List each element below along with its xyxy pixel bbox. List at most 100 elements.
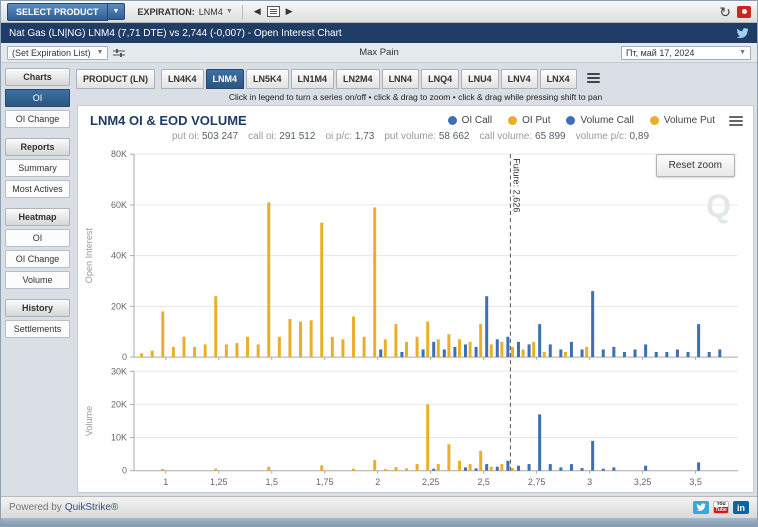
stat-value: 0,89 — [630, 131, 649, 142]
top-toolbar: SELECT PRODUCT ▼ EXPIRATION: LNM4 ▼ ◀ ▶ … — [1, 1, 757, 23]
legend-label: Volume Call — [580, 115, 633, 126]
sidebar-item-charts-oi-change[interactable]: OI Change — [5, 110, 70, 128]
svg-text:3,5: 3,5 — [689, 477, 701, 487]
sidebar-group-header-reports[interactable]: Reports — [5, 138, 70, 156]
legend-label: Volume Put — [664, 115, 715, 126]
sidebar-group-header-heatmap[interactable]: Heatmap — [5, 208, 70, 226]
tab-lnq4[interactable]: LNQ4 — [421, 69, 459, 89]
sidebar-item-charts-oi[interactable]: OI — [5, 89, 70, 107]
svg-text:10K: 10K — [111, 433, 127, 443]
youtube-icon[interactable]: YouTube — [713, 501, 729, 514]
date-select[interactable]: Пт, май 17, 2024 ▼ — [621, 46, 751, 60]
quikstrike-watermark: Q — [706, 188, 731, 225]
page-title: Nat Gas (LN|NG) LNM4 (7,71 DTE) vs 2,744… — [9, 28, 342, 39]
chart-context-menu-icon[interactable] — [729, 116, 743, 126]
quikstrike-link[interactable]: QuikStrike® — [65, 502, 119, 513]
svg-text:1,75: 1,75 — [316, 477, 333, 487]
chart-stats: put oi: 503 247call oi: 291 512oi p/c: 1… — [78, 128, 753, 142]
svg-text:Open Interest: Open Interest — [84, 228, 94, 284]
tab-lnn4[interactable]: LNN4 — [382, 69, 420, 89]
tab-lnx4[interactable]: LNX4 — [540, 69, 577, 89]
tab-ln1m4[interactable]: LN1M4 — [291, 69, 335, 89]
filter-settings-icon[interactable] — [113, 48, 125, 58]
svg-text:80K: 80K — [111, 149, 127, 159]
stat-value: 1,73 — [355, 131, 374, 142]
video-help-icon[interactable] — [737, 6, 751, 18]
svg-text:2,25: 2,25 — [422, 477, 439, 487]
stat-value: 58 662 — [439, 131, 470, 142]
svg-text:1,5: 1,5 — [266, 477, 278, 487]
svg-text:2: 2 — [375, 477, 380, 487]
legend-volume-put[interactable]: Volume Put — [650, 115, 715, 126]
title-bar: Nat Gas (LN|NG) LNM4 (7,71 DTE) vs 2,744… — [1, 23, 757, 43]
legend-dot-icon — [448, 116, 457, 125]
main-area: Charts OI OI Change Reports Summary Most Acti… — [1, 63, 757, 496]
legend-volume-call[interactable]: Volume Call — [566, 115, 633, 126]
svg-text:20K: 20K — [111, 399, 127, 409]
stat-label: call volume: — [479, 131, 535, 142]
chart-hint-text: Click in legend to turn a series on/off … — [74, 89, 757, 105]
chevron-down-icon: ▼ — [97, 49, 104, 56]
footer-social-icons: YouTube in — [693, 501, 749, 514]
chart-header: LNM4 OI & EOD VOLUME OI Call OI Put Volume… — [78, 106, 753, 128]
select-product-button[interactable]: SELECT PRODUCT — [7, 3, 108, 21]
svg-text:20K: 20K — [111, 301, 127, 311]
quikstrike-window: SELECT PRODUCT ▼ EXPIRATION: LNM4 ▼ ◀ ▶ … — [0, 0, 758, 527]
twitter-share-icon[interactable] — [736, 28, 749, 39]
sidebar-item-reports-summary[interactable]: Summary — [5, 159, 70, 177]
chevron-down-icon: ▼ — [226, 8, 233, 15]
expiration-list-select[interactable]: (Set Expiration List) ▼ — [7, 46, 108, 60]
oi-volume-chart[interactable]: 020K40K60K80KOpen Interest010K20K30KVolu… — [78, 142, 753, 492]
legend-dot-icon — [508, 116, 517, 125]
twitter-icon[interactable] — [693, 501, 709, 514]
max-pain-link[interactable]: Max Pain — [359, 47, 399, 58]
tab-lnv4[interactable]: LNV4 — [501, 69, 538, 89]
expiration-dropdown[interactable]: LNM4 ▼ — [199, 7, 233, 17]
tab-ln2m4[interactable]: LN2M4 — [336, 69, 380, 89]
sidebar-group-header-charts[interactable]: Charts — [5, 68, 70, 86]
svg-text:2,5: 2,5 — [477, 477, 489, 487]
prev-expiration-button[interactable]: ◀ — [252, 5, 263, 18]
contract-tabbar: PRODUCT (LN) LN4K4LNM4LN5K4LN1M4LN2M4LNN… — [74, 63, 757, 89]
svg-text:0: 0 — [122, 466, 127, 476]
legend-dot-icon — [650, 116, 659, 125]
svg-text:3,25: 3,25 — [634, 477, 651, 487]
footer: Powered by QuikStrike® YouTube in — [1, 496, 757, 518]
sub-toolbar: (Set Expiration List) ▼ Max Pain Пт, май… — [1, 43, 757, 63]
next-expiration-button[interactable]: ▶ — [284, 5, 295, 18]
tab-product-ln[interactable]: PRODUCT (LN) — [76, 69, 155, 89]
sidebar-item-history-settlements[interactable]: Settlements — [5, 320, 70, 338]
expiration-list-icon[interactable] — [267, 6, 280, 17]
stat-label: volume p/c: — [576, 131, 630, 142]
legend-dot-icon — [566, 116, 575, 125]
sidebar-item-heatmap-volume[interactable]: Volume — [5, 271, 70, 289]
chevron-down-icon: ▼ — [739, 49, 746, 56]
content-area: PRODUCT (LN) LN4K4LNM4LN5K4LN1M4LN2M4LNN… — [74, 63, 757, 496]
reset-zoom-button[interactable]: Reset zoom — [656, 154, 735, 177]
tab-overflow-menu-icon[interactable] — [587, 73, 600, 83]
sidebar-item-heatmap-oi[interactable]: OI — [5, 229, 70, 247]
select-product-caret-icon[interactable]: ▼ — [108, 3, 126, 20]
tab-ln5k4[interactable]: LN5K4 — [246, 69, 289, 89]
sidebar-item-reports-most-actives[interactable]: Most Actives — [5, 180, 70, 198]
expiration-label: EXPIRATION: — [137, 7, 194, 17]
svg-text:60K: 60K — [111, 200, 127, 210]
date-value: Пт, май 17, 2024 — [626, 48, 694, 58]
tab-lnu4[interactable]: LNU4 — [461, 69, 499, 89]
linkedin-icon[interactable]: in — [733, 501, 749, 514]
legend-oi-put[interactable]: OI Put — [508, 115, 550, 126]
sidebar: Charts OI OI Change Reports Summary Most Acti… — [1, 63, 74, 496]
sidebar-group-header-history[interactable]: History — [5, 299, 70, 317]
tab-ln4k4[interactable]: LN4K4 — [161, 69, 204, 89]
legend-oi-call[interactable]: OI Call — [448, 115, 493, 126]
sidebar-item-heatmap-oi-change[interactable]: OI Change — [5, 250, 70, 268]
chart-plot-area[interactable]: 020K40K60K80KOpen Interest010K20K30KVolu… — [78, 142, 753, 492]
chart-panel: LNM4 OI & EOD VOLUME OI Call OI Put Volume… — [77, 105, 754, 493]
refresh-icon[interactable]: ↻ — [719, 5, 731, 19]
svg-text:30K: 30K — [111, 366, 127, 376]
chart-title: LNM4 OI & EOD VOLUME — [90, 113, 247, 128]
svg-text:40K: 40K — [111, 251, 127, 261]
expiration-value: LNM4 — [199, 7, 223, 17]
tab-lnm4[interactable]: LNM4 — [206, 69, 245, 89]
svg-text:2,75: 2,75 — [528, 477, 545, 487]
